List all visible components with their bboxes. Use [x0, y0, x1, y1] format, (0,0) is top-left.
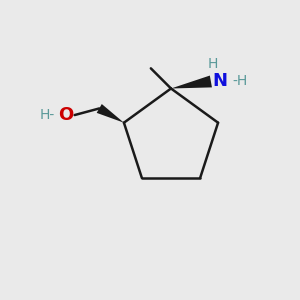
- Text: O: O: [58, 106, 73, 124]
- Text: H-: H-: [40, 108, 55, 122]
- Text: H: H: [207, 57, 218, 71]
- Text: -H: -H: [232, 74, 248, 88]
- Text: N: N: [212, 73, 227, 91]
- Polygon shape: [97, 104, 124, 123]
- Polygon shape: [171, 76, 212, 88]
